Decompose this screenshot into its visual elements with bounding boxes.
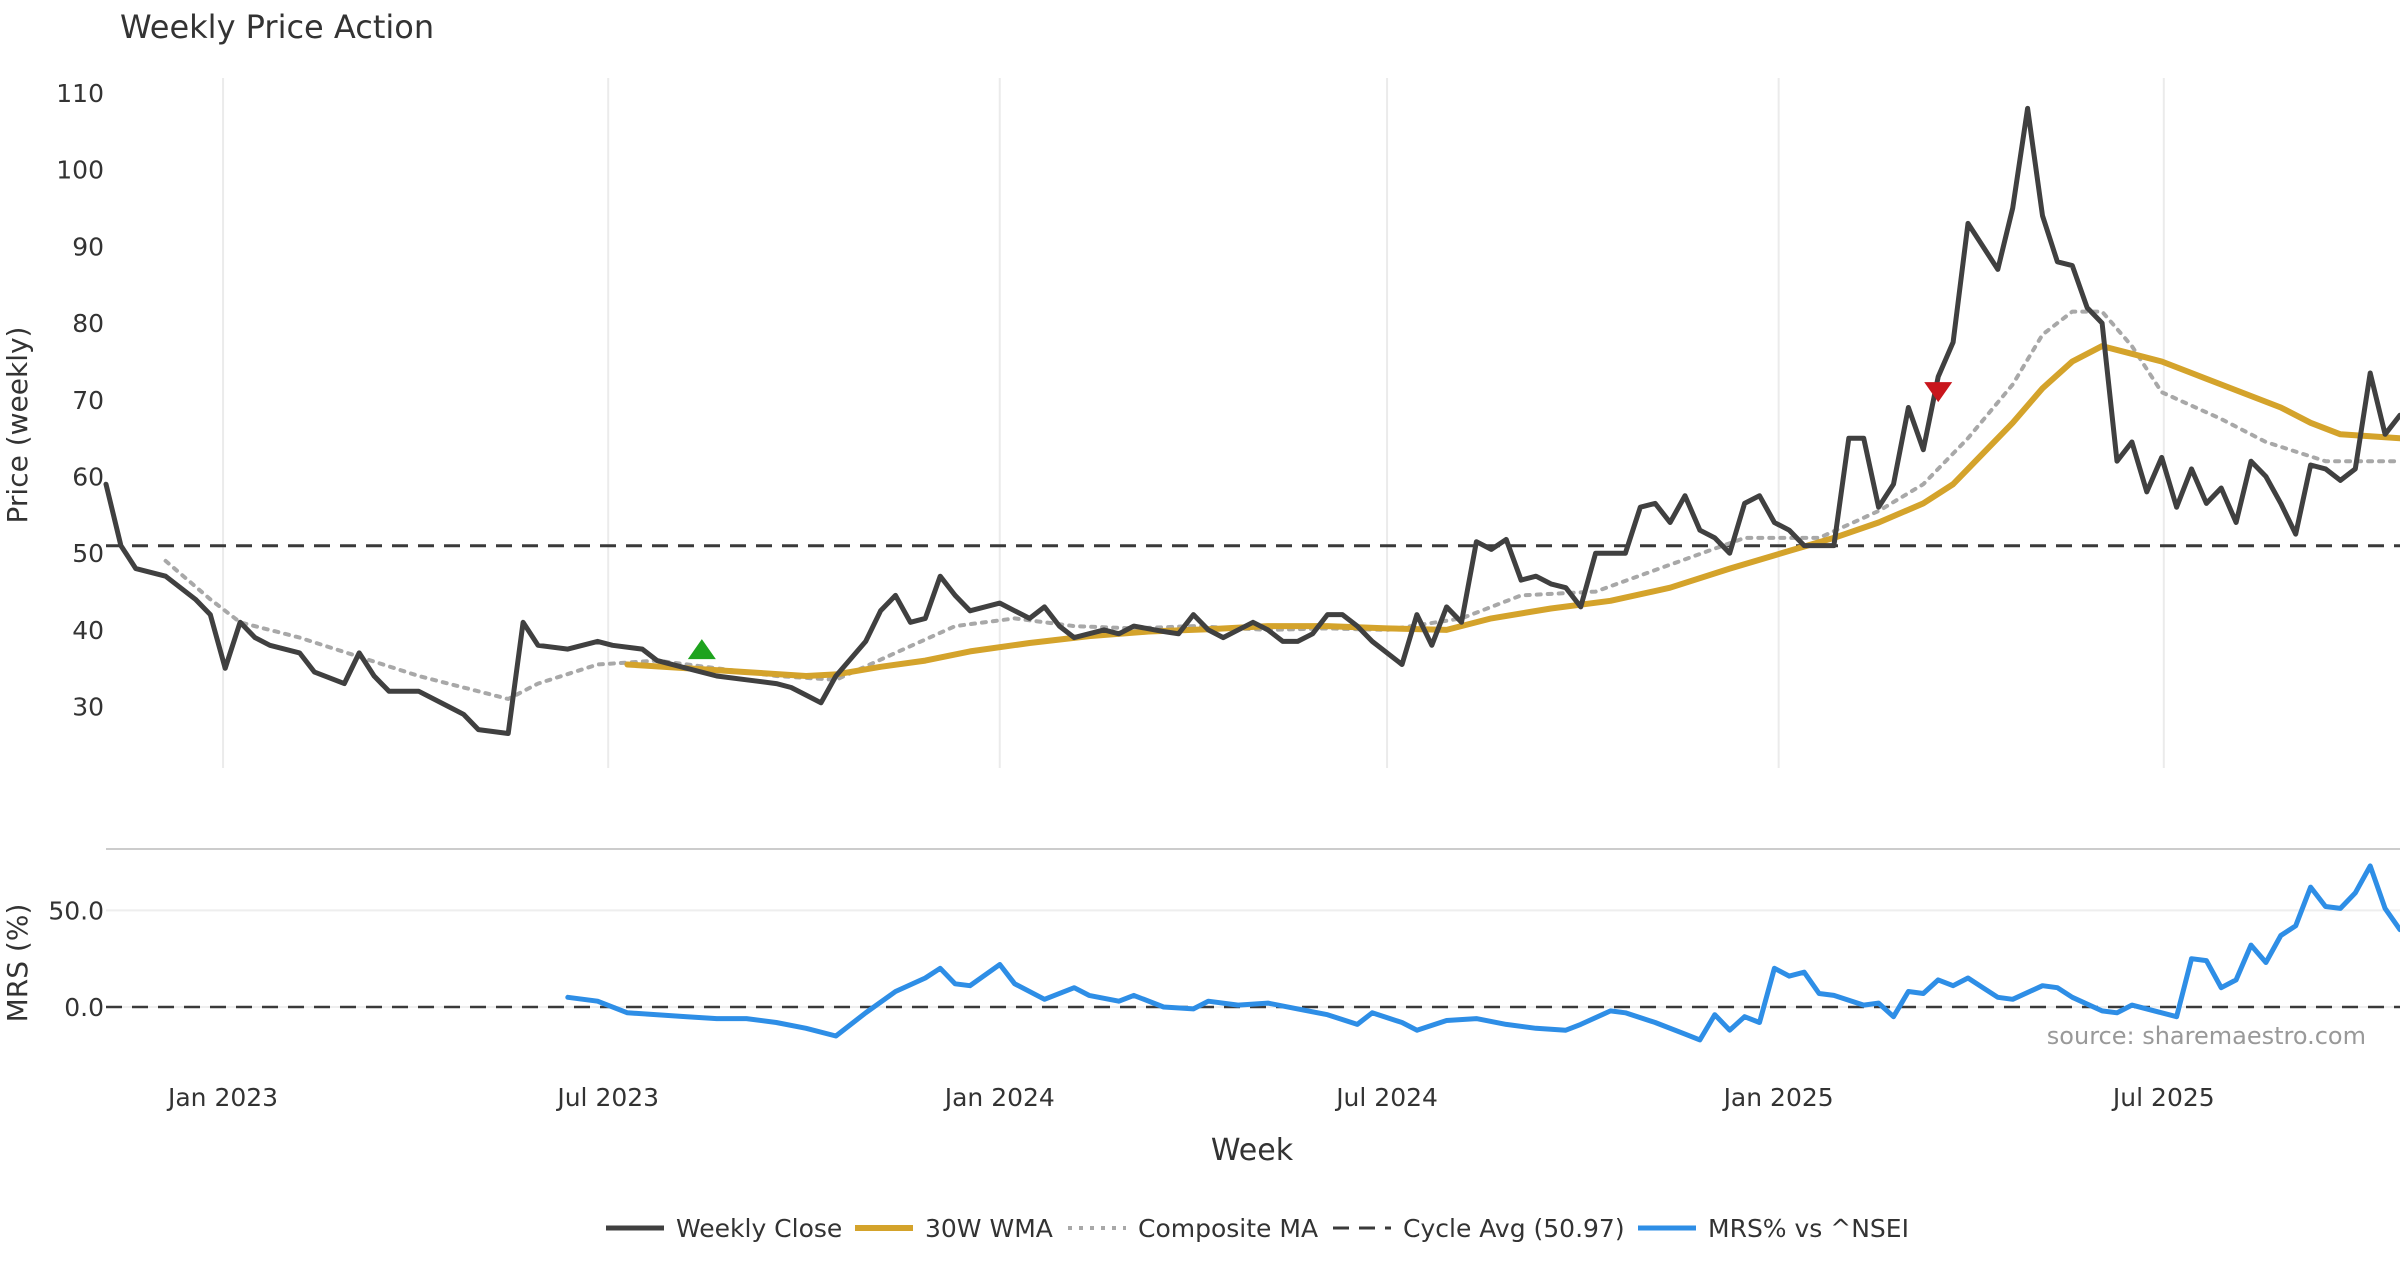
source-watermark: source: sharemaestro.com xyxy=(2047,1022,2366,1050)
x-tick-label-4: Jan 2025 xyxy=(1722,1083,1834,1112)
price-y-tick-0: 30 xyxy=(72,693,104,722)
x-tick-label-2: Jan 2024 xyxy=(943,1083,1055,1112)
series-mrs xyxy=(565,863,2400,1043)
chart-title: Weekly Price Action xyxy=(120,8,434,46)
x-axis-label: Week xyxy=(1211,1133,1294,1168)
series-composite-ma xyxy=(163,309,2400,701)
mrs-y-tick-1: 50.0 xyxy=(48,896,104,925)
grid-layer xyxy=(106,78,2400,1008)
legend-label-4: MRS% vs ^NSEI xyxy=(1708,1214,1909,1243)
sell-marker xyxy=(1924,382,1953,403)
series-30w-wma xyxy=(624,343,2400,679)
x-tick-label-5: Jul 2025 xyxy=(2111,1083,2215,1112)
legend: Weekly Close 30W WMA Composite MA Cycle Avg… xyxy=(606,1214,1909,1243)
legend-label-0: Weekly Close xyxy=(676,1214,842,1243)
price-y-tick-8: 110 xyxy=(56,79,104,108)
buy-marker xyxy=(687,639,716,660)
legend-label-3: Cycle Avg (50.97) xyxy=(1403,1214,1625,1243)
axis-layer: Jan 2023 Jul 2023 Jan 2024 Jul 2024 Jan 2025… xyxy=(48,79,2214,1112)
price-y-tick-5: 80 xyxy=(72,309,104,338)
price-y-tick-1: 40 xyxy=(72,616,104,645)
series-weekly-close xyxy=(103,105,2400,736)
price-y-tick-2: 50 xyxy=(72,539,104,568)
series-layer xyxy=(103,105,2400,1043)
marker-layer xyxy=(687,382,1953,660)
x-tick-label-0: Jan 2023 xyxy=(166,1083,278,1112)
price-y-tick-3: 60 xyxy=(72,463,104,492)
mrs-y-tick-0: 0.0 xyxy=(64,993,104,1022)
reference-lines xyxy=(106,544,2400,1009)
price-y-tick-6: 90 xyxy=(72,232,104,261)
mrs-axis-label: MRS (%) xyxy=(1,904,34,1023)
price-axis-label: Price (weekly) xyxy=(1,327,34,524)
x-tick-label-3: Jul 2024 xyxy=(1334,1083,1438,1112)
legend-label-2: Composite MA xyxy=(1138,1214,1318,1243)
x-tick-label-1: Jul 2023 xyxy=(555,1083,659,1112)
price-y-tick-4: 70 xyxy=(72,386,104,415)
price-y-tick-7: 100 xyxy=(56,156,104,185)
legend-label-1: 30W WMA xyxy=(925,1214,1053,1243)
